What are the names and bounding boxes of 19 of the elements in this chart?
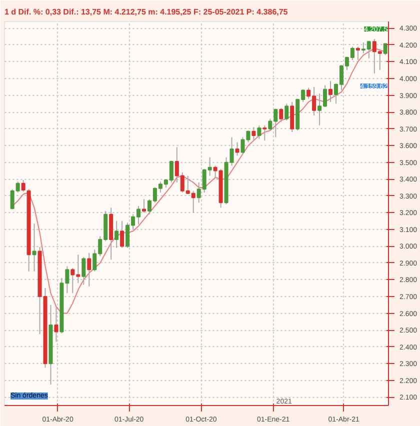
candlestick	[114, 220, 119, 248]
candlestick	[257, 124, 262, 140]
candlestick	[235, 142, 240, 156]
candlestick	[290, 101, 294, 133]
candlestick	[142, 198, 146, 214]
candlestick	[383, 42, 388, 56]
candlestick	[54, 306, 58, 342]
candlestick	[252, 126, 256, 142]
candlestick	[82, 256, 86, 286]
candlestick	[262, 124, 267, 142]
candlestick	[87, 252, 92, 287]
chart-title: 1 d Dif. %: 0,33 Dif.: 13,75 M: 4.212,75 m: 4.195,25 F: 25-05-2021 P: 4.386,75	[4, 8, 288, 16]
candlestick	[21, 179, 26, 192]
candlestick	[328, 80, 333, 102]
candlestick	[356, 46, 360, 61]
candlestick	[279, 107, 284, 123]
candlestick	[32, 223, 36, 272]
candlestick	[120, 220, 124, 248]
candlestick	[284, 103, 289, 121]
